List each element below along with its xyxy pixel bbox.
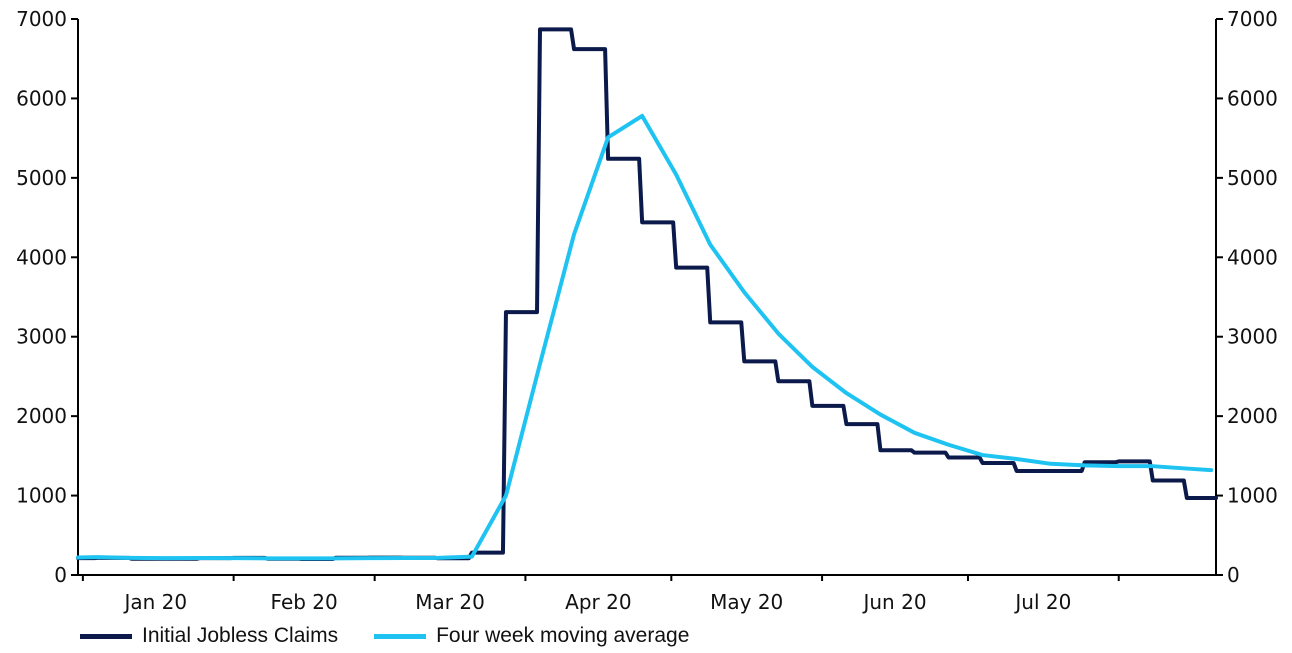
legend-swatch-moving-average [374,633,427,639]
legend-item-initial-claims: Initial Jobless Claims [80,624,338,648]
right-y-tick-label: 0 [1227,563,1240,587]
left-y-tick-label: 4000 [16,245,67,269]
left-y-tick-label: 3000 [16,325,67,349]
left-y-tick-label: 0 [54,563,67,587]
x-tick-label: Feb 20 [271,590,338,614]
x-tick-label: Jul 20 [1013,590,1071,614]
right-y-tick-label: 4000 [1227,245,1278,269]
legend-item-moving-average: Four week moving average [374,624,689,648]
x-tick-label: May 20 [710,590,783,614]
left-y-tick-label: 5000 [16,166,67,190]
x-tick-label: Jan 20 [122,590,187,614]
right-y-tick-label: 1000 [1227,484,1278,508]
right-y-tick-label: 6000 [1227,86,1278,110]
x-tick-label: Jun 20 [861,590,926,614]
left-y-tick-label: 7000 [16,7,67,31]
series-line-moving-average [76,113,1214,561]
series-layer [76,27,1218,561]
series-line-initial-claims [76,27,1218,561]
legend-label-initial-claims: Initial Jobless Claims [142,624,339,647]
left-y-tick-label: 2000 [16,404,67,428]
legend: Initial Jobless Claims Four week moving … [80,624,689,648]
x-tick-label: Apr 20 [565,590,631,614]
right-y-tick-label: 7000 [1227,7,1278,31]
right-y-tick-label: 5000 [1227,166,1278,190]
x-tick-label: Mar 20 [415,590,485,614]
left-y-tick-label: 1000 [16,484,67,508]
right-y-axis: 0 1000 2000 3000 4000 5000 6000 7000 [1215,7,1278,587]
legend-label-moving-average: Four week moving average [436,624,690,647]
line-chart: 0 1000 2000 3000 4000 5000 6000 7000 0 1000 2000 3… [16,7,1278,614]
right-y-tick-label: 2000 [1227,404,1278,428]
legend-swatch-initial-claims [80,633,132,639]
left-y-axis: 0 1000 2000 3000 4000 5000 6000 7000 [16,7,79,587]
left-y-tick-label: 6000 [16,86,67,110]
x-axis: Jan 20 Feb 20 Mar 20 Apr 20 May 20 Jun 20 Jul … [78,574,1216,614]
right-y-tick-label: 3000 [1227,325,1278,349]
